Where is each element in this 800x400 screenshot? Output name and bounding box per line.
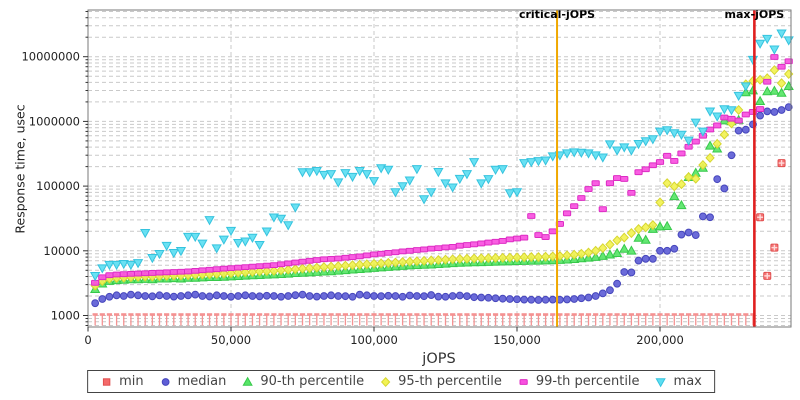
y-tick-label: 100000 [36,179,80,193]
circle-marker-icon [161,378,170,386]
legend-item-label: median [177,374,227,389]
legend-item-95-th-percentile: 95-th percentile [379,374,502,389]
series-median [91,103,793,308]
grid-lines [88,10,791,327]
legend-item-max: max [655,374,702,389]
legend-item-label: min [119,374,144,389]
legend-item-99-th-percentile: 99-th percentile [517,374,640,389]
y-axis-title: Response time, usec [12,104,28,234]
square-marker-icon [102,378,111,386]
legend-item-label: max [673,374,702,389]
series-max [89,29,794,282]
axis-ticks [83,11,661,332]
series-min [92,159,786,326]
x-tick-label: 0 [84,333,91,347]
legend-item-min: min [100,374,144,389]
x-tick-label: 100,000 [350,333,398,347]
diamond-marker-icon [380,376,391,388]
legend-item-median: median [159,374,227,389]
series-95-th-percentile [90,65,794,291]
y-tick-label: 1000 [51,309,80,323]
x-axis-title: jOPS [422,351,456,367]
chart-legend: min median 90-th percentile 95-th percentil… [87,370,715,393]
x-tick-label: 200,000 [636,333,684,347]
triangle-down-marker-icon [655,378,667,388]
y-tick-labels: 1000 10000 100000 1000000 10000000 [21,50,80,323]
legend-item-label: 99-th percentile [535,374,640,389]
x-tick-label: 50,000 [211,333,251,347]
reference-line-critical-jops: critical-jOPS [519,8,595,327]
legend-item-90-th-percentile: 90-th percentile [241,374,364,389]
reference-line-label: critical-jOPS [519,8,595,21]
hbar-marker-icon [519,379,528,385]
y-tick-label: 10000 [43,244,80,258]
legend-item-label: 95-th percentile [398,374,502,389]
legend-item-label: 90-th percentile [260,374,365,389]
reference-line-label: max-jOPS [725,8,785,21]
x-tick-label: 150,000 [493,333,541,347]
triangle-up-marker-icon [242,376,254,386]
series-99-th-percentile [91,54,793,286]
y-tick-label: 10000000 [21,50,80,64]
axes: 1000 10000 100000 1000000 10000000 0 50,000 100… [21,9,792,347]
x-tick-labels: 0 50,000 100,000 150,000 200,000 [84,333,683,347]
reference-line-max-jops: max-jOPS [725,8,785,327]
y-tick-label: 1000000 [29,114,80,128]
